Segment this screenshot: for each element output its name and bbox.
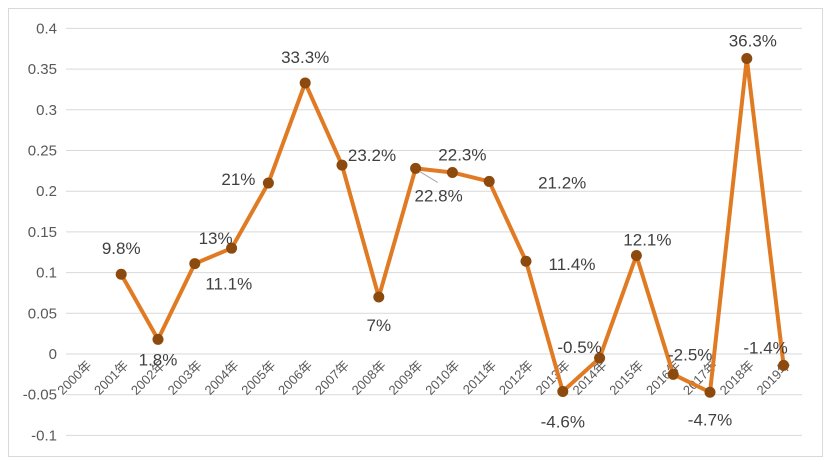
x-tick-label: 2000年 [54, 358, 94, 398]
series-line [119, 56, 786, 395]
data-label: 21% [221, 170, 255, 189]
data-point [778, 359, 790, 371]
data-label: 13% [199, 229, 233, 248]
y-tick-label: 0.2 [36, 183, 57, 200]
y-tick-label: 0.25 [28, 143, 57, 160]
x-tick-label: 2001年 [91, 358, 131, 398]
y-tick-label: 0.3 [36, 102, 57, 119]
x-tick-label: 2007年 [312, 358, 352, 398]
data-label: 9.8% [102, 239, 141, 258]
data-point [336, 159, 348, 171]
data-label: 12.1% [623, 231, 671, 250]
data-label: -4.6% [541, 412, 585, 431]
data-point [520, 255, 532, 267]
data-point [152, 333, 164, 345]
data-point [483, 175, 495, 187]
x-tick-label: 2010年 [422, 358, 462, 398]
y-tick-label: 0.05 [28, 305, 57, 322]
x-tick-label: 2012年 [496, 358, 536, 398]
data-label: -4.7% [688, 410, 732, 429]
data-label: 11.1% [205, 275, 252, 294]
data-label: 21.2% [538, 173, 586, 192]
data-point [373, 291, 385, 303]
data-label: 23.2% [348, 146, 396, 165]
data-label: 22.3% [438, 145, 486, 164]
data-point [667, 368, 679, 380]
x-tick-label: 2015年 [606, 358, 646, 398]
data-point [299, 77, 311, 89]
x-tick-label: 2011年 [460, 358, 500, 398]
x-tick-label: 2005年 [238, 358, 278, 398]
data-label: -2.5% [668, 345, 712, 364]
data-point [704, 386, 716, 398]
data-label: -1.4% [743, 338, 787, 357]
leader-line [419, 170, 438, 183]
data-label: 7% [367, 316, 392, 335]
x-tick-label: 2004年 [201, 358, 241, 398]
data-label: 22.8% [414, 186, 462, 205]
y-tick-label: 0.1 [36, 265, 57, 282]
chart-frame [8, 8, 823, 457]
data-label: 1.8% [139, 350, 178, 369]
x-tick-label: 2018年 [717, 358, 757, 398]
data-point [410, 162, 422, 174]
x-tick-label: 2008年 [349, 358, 389, 398]
y-tick-label: 0.35 [28, 61, 57, 78]
x-tick-label: 2009年 [385, 358, 425, 398]
data-point [594, 352, 606, 364]
data-label: 36.3% [729, 32, 777, 51]
data-point [189, 258, 201, 270]
y-tick-label: -0.1 [31, 427, 57, 444]
data-point [741, 53, 753, 65]
y-tick-label: 0.4 [36, 20, 57, 37]
data-point [630, 250, 642, 262]
data-point [115, 268, 127, 280]
data-point [262, 177, 274, 189]
data-label: -0.5% [557, 338, 601, 357]
data-label: 11.4% [549, 255, 596, 274]
y-tick-label: 0.15 [28, 224, 57, 241]
y-tick-label: 0 [49, 346, 57, 363]
data-point [226, 242, 238, 254]
data-label: 33.3% [281, 48, 329, 67]
x-tick-label: 2006年 [275, 358, 315, 398]
data-point [446, 166, 458, 178]
y-tick-label: -0.05 [23, 387, 57, 404]
data-point [557, 385, 569, 397]
